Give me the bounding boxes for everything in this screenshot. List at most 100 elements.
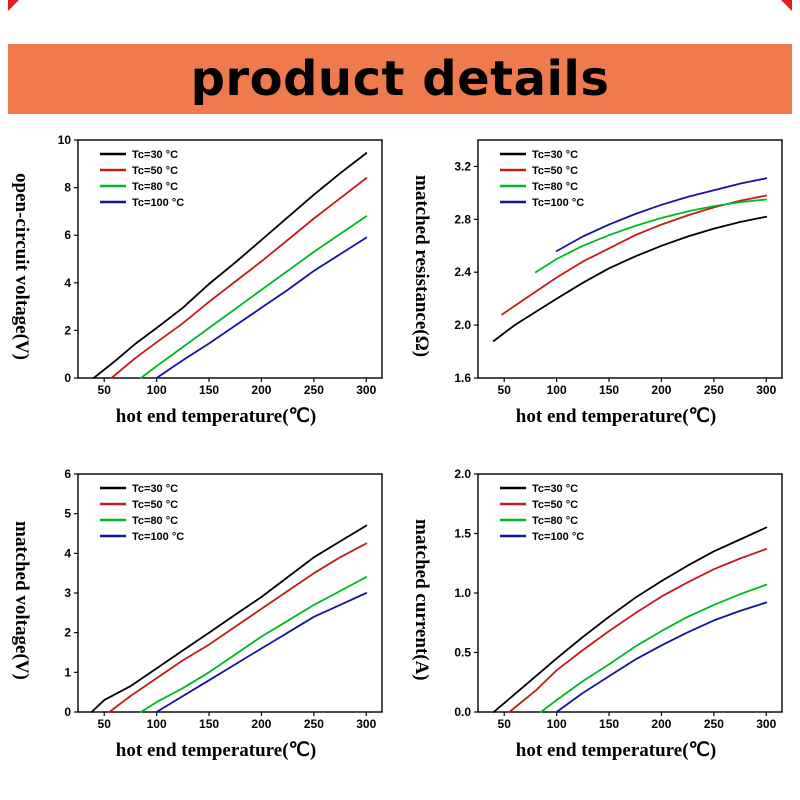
y-tick-label: 3.2: [454, 159, 471, 173]
legend-entry: Tc=100 °C: [532, 531, 584, 543]
y-axis-label: open-circuit voltage(V): [11, 172, 32, 360]
series-line: [155, 236, 368, 379]
y-tick-label: 2.8: [454, 212, 471, 226]
x-tick-label: 150: [199, 383, 219, 397]
y-tick-label: 6: [64, 228, 71, 242]
legend-entry: Tc=50 °C: [532, 499, 578, 511]
legend-entry: Tc=50 °C: [132, 499, 178, 511]
y-tick-label: 8: [64, 181, 71, 195]
series-line: [108, 542, 368, 713]
legend-entry: Tc=100 °C: [132, 197, 184, 209]
x-tick-label: 100: [547, 717, 567, 731]
x-tick-label: 300: [356, 717, 376, 731]
y-tick-label: 3: [64, 586, 71, 600]
series-line: [534, 198, 768, 274]
chart-cell-matched-current: matched current(A) 50 100 150 200 250 300 0.0 0…: [400, 460, 800, 794]
y-tick-label: 2.0: [454, 467, 471, 481]
series-line: [492, 215, 768, 342]
series-line: [140, 215, 368, 379]
x-axis-label: hot end temperature(℃): [515, 406, 717, 427]
x-tick-label: 300: [756, 717, 776, 731]
series-line: [501, 194, 768, 316]
chart-matched-current: 50 100 150 200 250 300 0.0 0.5 1.0 1.5 2.0 Tc=30 °C…: [454, 467, 783, 731]
y-axis-label: matched voltage(V): [11, 520, 32, 680]
series-line: [555, 177, 768, 252]
y-tick-label: 2: [64, 626, 71, 640]
series-line: [508, 548, 768, 713]
series-line: [140, 576, 368, 713]
x-tick-label: 200: [651, 717, 671, 731]
chart-cell-matched-voltage: matched voltage(V) 50 100 150 200 250 300 0 1 2 3…: [0, 460, 400, 794]
chart-cell-matched-resistance: matched resistance(Ω) 50 100 150 200 250 300 1…: [400, 126, 800, 460]
series-line: [90, 524, 368, 713]
legend-entry: Tc=50 °C: [532, 165, 578, 177]
series-line: [155, 592, 368, 713]
series-line: [540, 583, 768, 713]
series-line: [492, 526, 768, 713]
legend-entry: Tc=50 °C: [132, 165, 178, 177]
y-tick-label: 5: [64, 507, 71, 521]
x-tick-label: 250: [304, 717, 324, 731]
x-tick-label: 300: [756, 383, 776, 397]
chart-matched-resistance: 50 100 150 200 250 300 1.6 2.0 2.4 2.8 3.2 Tc=30 °C…: [454, 139, 783, 397]
x-tick-label: 100: [547, 383, 567, 397]
legend-entry: Tc=80 °C: [132, 515, 178, 527]
y-tick-label: 2: [64, 323, 71, 337]
legend-entry: Tc=80 °C: [532, 181, 578, 193]
y-tick-label: 0.5: [454, 646, 471, 660]
series-line: [555, 601, 768, 713]
x-tick-label: 50: [498, 383, 512, 397]
y-tick-label: 4: [64, 276, 71, 290]
x-axis-label: hot end temperature(℃): [115, 740, 317, 761]
x-tick-label: 300: [356, 383, 376, 397]
legend-entry: Tc=80 °C: [132, 181, 178, 193]
x-tick-label: 150: [199, 717, 219, 731]
x-tick-label: 200: [251, 383, 271, 397]
y-tick-label: 4: [64, 546, 71, 560]
corner-accent-left: [8, 0, 19, 11]
legend-entry: Tc=100 °C: [132, 531, 184, 543]
x-tick-label: 200: [651, 383, 671, 397]
plot-column: 50 100 150 200 250 300 1.6 2.0 2.4 2.8 3.2 Tc=30 °C…: [436, 132, 796, 460]
series-line: [92, 152, 368, 379]
corner-accent-right: [781, 0, 792, 11]
x-tick-label: 200: [251, 717, 271, 731]
plot-column: 50 100 150 200 250 300 0 2 4 6 8 10 Tc=30 °C Tc=50 °C…: [36, 132, 396, 460]
axes-box: [77, 139, 383, 379]
y-tick-label: 1.5: [454, 527, 471, 541]
x-tick-label: 100: [147, 383, 167, 397]
y-tick-label: 0: [64, 705, 71, 719]
legend-entry: Tc=30 °C: [532, 149, 578, 161]
y-tick-label: 0: [64, 371, 71, 385]
chart-open-circuit-voltage: 50 100 150 200 250 300 0 2 4 6 8 10 Tc=30 °C Tc=50 °C…: [58, 133, 383, 397]
banner: product details: [8, 44, 792, 114]
x-tick-label: 150: [599, 383, 619, 397]
y-tick-label: 2.0: [454, 318, 471, 332]
y-tick-label: 2.4: [454, 265, 471, 279]
y-tick-label: 1.6: [454, 371, 471, 385]
y-tick-label: 6: [64, 467, 71, 481]
series-line: [110, 177, 368, 379]
legend-entry: Tc=30 °C: [532, 483, 578, 495]
plot-column: 50 100 150 200 250 300 0 1 2 3 4 5 6 Tc=30 °C Tc=50 °C…: [36, 466, 396, 794]
x-axis-label: hot end temperature(℃): [115, 406, 317, 427]
x-tick-label: 250: [304, 383, 324, 397]
x-tick-label: 250: [704, 717, 724, 731]
x-tick-label: 250: [704, 383, 724, 397]
y-tick-label: 1: [64, 665, 71, 679]
x-tick-label: 150: [599, 717, 619, 731]
y-axis-label: matched resistance(Ω): [411, 174, 432, 358]
plot-column: 50 100 150 200 250 300 0.0 0.5 1.0 1.5 2.0 Tc=30 °C…: [436, 466, 796, 794]
x-tick-label: 100: [147, 717, 167, 731]
x-axis-label: hot end temperature(℃): [515, 740, 717, 761]
page-title: product details: [190, 51, 610, 107]
x-tick-label: 50: [98, 717, 112, 731]
legend-entry: Tc=80 °C: [532, 515, 578, 527]
legend-entry: Tc=30 °C: [132, 483, 178, 495]
x-tick-label: 50: [498, 717, 512, 731]
charts-grid: open-circuit voltage(V) 50 100 150 200 250 30…: [0, 126, 800, 798]
chart-cell-open-circuit-voltage: open-circuit voltage(V) 50 100 150 200 250 30…: [0, 126, 400, 460]
y-tick-label: 10: [58, 133, 72, 147]
y-axis-label: matched current(A): [411, 519, 432, 681]
chart-matched-voltage: 50 100 150 200 250 300 0 1 2 3 4 5 6 Tc=30 °C Tc=50 °C…: [64, 467, 383, 731]
